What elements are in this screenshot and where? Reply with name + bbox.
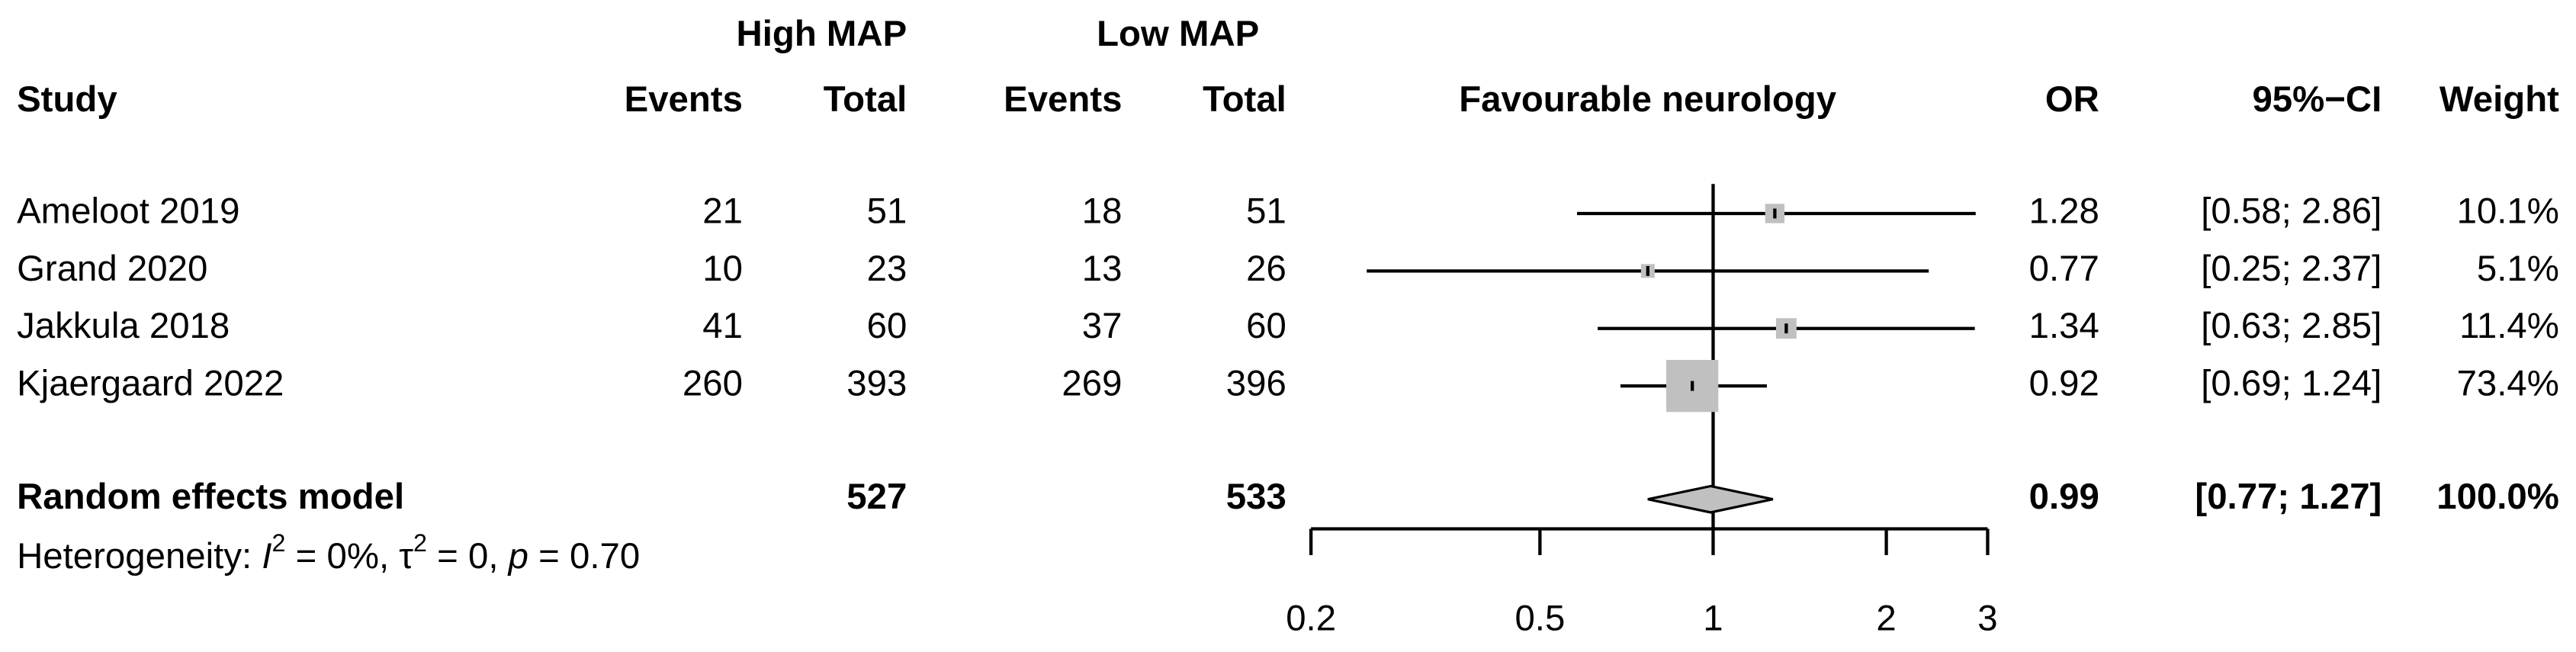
cell: 0.77 <box>2029 249 2099 289</box>
cell: 18 <box>1082 191 1123 231</box>
cell: 1.28 <box>2029 191 2099 231</box>
x-tick-label: 2 <box>1876 599 1896 639</box>
x-tick-label: 3 <box>1977 599 1997 639</box>
cell: 41 <box>702 306 743 346</box>
heterogeneity-part: = 0, <box>427 536 509 577</box>
summary-name: Random effects model <box>17 477 404 517</box>
heterogeneity: Heterogeneity: I2 = 0%, τ2 = 0, p = 0.70 <box>17 529 640 577</box>
cell: 11.4% <box>2459 306 2559 346</box>
cell: [0.69; 1.24] <box>2201 364 2382 404</box>
summary-diamond <box>1647 484 1774 514</box>
cell: 73.4% <box>2457 364 2559 404</box>
study-name: Grand 2020 <box>17 249 207 289</box>
cell: 5.1% <box>2477 249 2559 289</box>
cell: 0.92 <box>2029 364 2099 404</box>
heterogeneity-part: = 0.70 <box>528 536 640 577</box>
heterogeneity-part: p <box>507 536 528 577</box>
cell: 10.1% <box>2457 191 2559 231</box>
cell: [0.58; 2.86] <box>2201 191 2382 231</box>
cell: 269 <box>1062 364 1122 404</box>
cell: 21 <box>702 191 743 231</box>
column-header: Events <box>625 79 743 120</box>
cell: [0.25; 2.37] <box>2201 249 2382 289</box>
cell: 60 <box>867 306 907 346</box>
column-header: 95%−CI <box>2252 79 2382 120</box>
summary-cell: 533 <box>1226 477 1286 517</box>
cell: 13 <box>1082 249 1123 289</box>
column-header: OR <box>2045 79 2099 120</box>
cell: 51 <box>867 191 907 231</box>
column-header: Favourable neurology <box>1459 79 1837 120</box>
heterogeneity-part: = 0%, τ <box>286 536 414 577</box>
heterogeneity-part: 2 <box>272 529 286 557</box>
cell: [0.63; 2.85] <box>2201 306 2382 346</box>
x-tick-label: 1 <box>1703 599 1723 639</box>
cell: 37 <box>1082 306 1123 346</box>
study-name: Kjaergaard 2022 <box>17 364 284 404</box>
study-name: Ameloot 2019 <box>17 191 239 231</box>
group-header: High MAP <box>737 14 907 54</box>
summary-cell: 0.99 <box>2029 477 2099 517</box>
study-name: Jakkula 2018 <box>17 306 230 346</box>
column-header: Events <box>1004 79 1122 120</box>
column-header: Total <box>824 79 907 120</box>
group-header: Low MAP <box>1097 14 1259 54</box>
cell: 26 <box>1246 249 1286 289</box>
column-header: Study <box>17 79 117 120</box>
summary-cell: [0.77; 1.27] <box>2195 477 2382 517</box>
cell: 396 <box>1226 364 1286 404</box>
cell: 1.34 <box>2029 306 2099 346</box>
cell: 393 <box>846 364 907 404</box>
heterogeneity-part: 2 <box>413 529 427 557</box>
cell: 260 <box>683 364 743 404</box>
column-header: Weight <box>2439 79 2559 120</box>
cell: 60 <box>1246 306 1286 346</box>
x-tick-label: 0.2 <box>1286 599 1336 639</box>
column-header: Total <box>1203 79 1286 120</box>
summary-cell: 100.0% <box>2436 477 2559 517</box>
cell: 10 <box>702 249 743 289</box>
heterogeneity-part: I <box>262 536 271 577</box>
x-tick-label: 0.5 <box>1514 599 1565 639</box>
summary-cell: 527 <box>846 477 907 517</box>
heterogeneity-part: Heterogeneity: <box>17 536 262 577</box>
cell: 23 <box>867 249 907 289</box>
cell: 51 <box>1246 191 1286 231</box>
